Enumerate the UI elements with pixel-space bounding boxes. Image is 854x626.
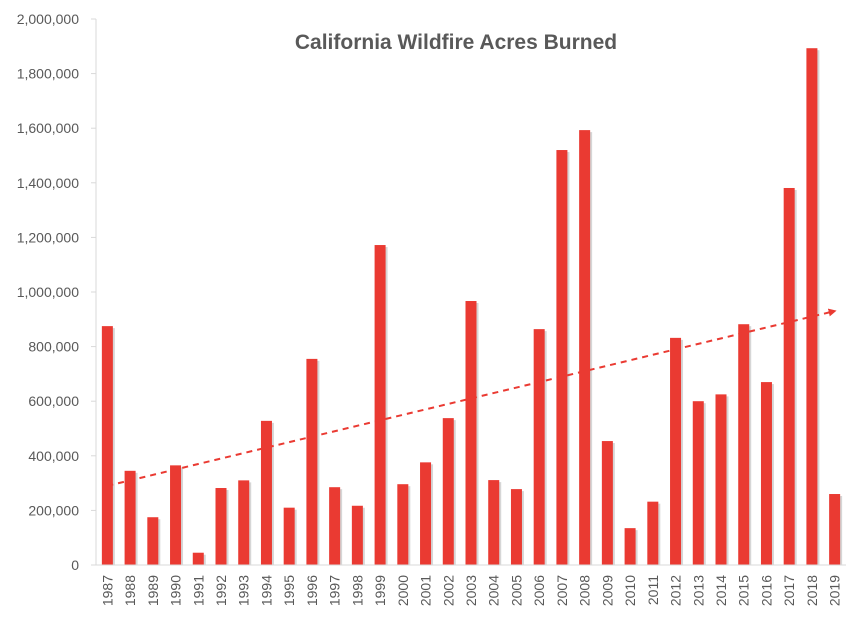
bar: [488, 480, 500, 565]
bar: [374, 245, 386, 565]
x-tick-label: 1997: [327, 575, 343, 606]
y-tick-label: 0: [71, 557, 79, 573]
x-tick-label: 2004: [486, 575, 502, 606]
x-tick-label: 1999: [372, 575, 388, 606]
x-tick-label: 2001: [418, 575, 434, 606]
x-tick-label: 1992: [213, 575, 229, 606]
x-tick-label: 2018: [804, 575, 820, 606]
x-tick-label: 2014: [713, 575, 729, 606]
y-tick-label: 800,000: [28, 339, 79, 355]
trendline-path: [107, 308, 837, 487]
bar: [306, 358, 318, 565]
x-tick-label: 2017: [781, 575, 797, 606]
bar: [692, 401, 704, 565]
bar: [170, 465, 182, 565]
bar: [101, 326, 113, 565]
bar: [147, 517, 159, 565]
bar: [670, 337, 682, 565]
y-tick-label: 200,000: [28, 502, 79, 518]
bar: [238, 480, 250, 565]
y-tick-label: 1,600,000: [17, 120, 79, 136]
x-tick-label: 2000: [395, 575, 411, 606]
x-tick-label: 1990: [168, 575, 184, 606]
chart-title: California Wildfire Acres Burned: [295, 31, 617, 54]
bar: [192, 552, 204, 565]
bar: [215, 488, 227, 565]
y-tick-label: 400,000: [28, 448, 79, 464]
x-tick-label: 1996: [304, 575, 320, 606]
bar: [351, 505, 363, 565]
x-tick-label: 2007: [554, 575, 570, 606]
bars: [101, 48, 843, 566]
x-tick-label: 2013: [690, 575, 706, 606]
x-tick-label: 2006: [531, 575, 547, 606]
x-tick-label: 1991: [190, 575, 206, 606]
bar: [601, 441, 613, 565]
bar: [579, 130, 591, 565]
bar: [624, 528, 636, 565]
bar: [442, 418, 454, 565]
bar: [829, 494, 841, 565]
bar: [329, 487, 341, 565]
bar: [260, 420, 272, 565]
bar: [647, 501, 659, 565]
x-tick-label: 2005: [508, 575, 524, 606]
bar: [397, 484, 409, 565]
x-tick-label: 2016: [758, 575, 774, 606]
bar: [806, 48, 818, 565]
x-tick-label: 2012: [668, 575, 684, 606]
x-tick-label: 1998: [349, 575, 365, 606]
y-tick-label: 1,000,000: [17, 284, 79, 300]
x-tick-label: 2010: [622, 575, 638, 606]
y-tick-label: 600,000: [28, 393, 79, 409]
x-tick-label: 2009: [599, 575, 615, 606]
bar: [783, 187, 795, 565]
bar: [124, 470, 136, 565]
y-tick-label: 2,000,000: [17, 11, 79, 27]
x-tick-label: 2003: [463, 575, 479, 606]
x-tick-label: 1987: [99, 575, 115, 606]
bar: [738, 324, 750, 565]
x-tick-label: 1988: [122, 575, 138, 606]
x-tick-label: 2011: [645, 575, 661, 605]
y-tick-label: 1,200,000: [17, 229, 79, 245]
x-axis: 1987 1988 1989 1990 1991 1992 1993 1994 1995 1996…: [96, 564, 846, 606]
y-tick-label: 1,400,000: [17, 175, 79, 191]
y-axis: 0 200,000 400,000 600,000 800,000 1,000,000 1,…: [17, 11, 97, 573]
trendline: [107, 308, 837, 487]
y-tick-label: 1,800,000: [17, 66, 79, 82]
bar: [715, 394, 727, 565]
bar: [283, 507, 295, 565]
bar: [760, 382, 772, 565]
x-tick-label: 1994: [258, 575, 274, 606]
x-tick-label: 1995: [281, 575, 297, 606]
bar: [510, 489, 522, 565]
bar: [465, 301, 477, 565]
bar: [556, 150, 568, 566]
x-tick-label: 1993: [236, 575, 252, 606]
x-tick-label: 2019: [827, 575, 843, 606]
x-tick-label: 2008: [577, 575, 593, 606]
x-tick-label: 1989: [145, 575, 161, 606]
bar: [420, 462, 432, 565]
x-tick-label: 2002: [440, 575, 456, 606]
bar: [533, 329, 545, 565]
x-tick-label: 2015: [736, 575, 752, 606]
